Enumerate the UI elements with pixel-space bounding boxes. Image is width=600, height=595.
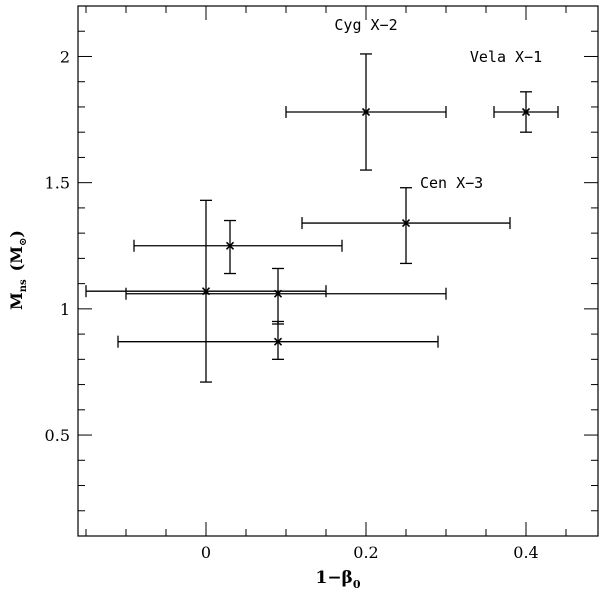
data-point-marker [401,218,411,228]
y-tick-label: 1.5 [45,174,70,193]
y-axis-unit-open: (M [7,246,26,271]
x-tick-label: 0.2 [353,543,378,562]
marker-stroke [401,218,411,228]
x-axis-label: 1−β0 [315,568,360,591]
y-axis-label-subscript: ns [18,279,29,292]
data-point-marker [521,107,531,117]
marker-stroke [273,289,283,298]
error-bars [85,53,559,383]
source-label: Cyg X−2 [334,16,397,34]
source-labels: Cyg X−2 Vela X−1 Cen X−3 [334,16,542,192]
axis-tick-labels: 0 0.2 0.4 0.5 1 1.5 2 [45,47,539,562]
x-axis-label-subscript: 0 [353,578,361,591]
data-point-marker [273,289,283,298]
y-tick-label: 1 [60,300,70,319]
x-tick-label: 0 [201,543,211,562]
y-tick-label: 2 [60,47,70,66]
data-point-marker [273,337,283,346]
data-point-marker [361,107,371,117]
x-tick-label: 0.4 [513,543,538,562]
data-point-marker [225,241,235,250]
plot-frame [77,5,599,537]
source-label: Cen X−3 [420,174,483,192]
marker-stroke [201,287,211,296]
data-point-marker [201,287,211,296]
marker-stroke [361,107,371,117]
marker-stroke [225,241,235,250]
axis-ticks [78,5,598,536]
y-axis-label: Mns(M⊙) [7,230,29,310]
y-axis-unit-subscript: ⊙ [18,238,29,246]
marker-stroke [521,107,531,117]
y-axis-unit-close: ) [7,230,26,238]
y-tick-label: 0.5 [45,426,70,445]
marker-stroke [273,337,283,346]
data-markers [201,107,531,346]
source-label: Vela X−1 [470,48,542,66]
